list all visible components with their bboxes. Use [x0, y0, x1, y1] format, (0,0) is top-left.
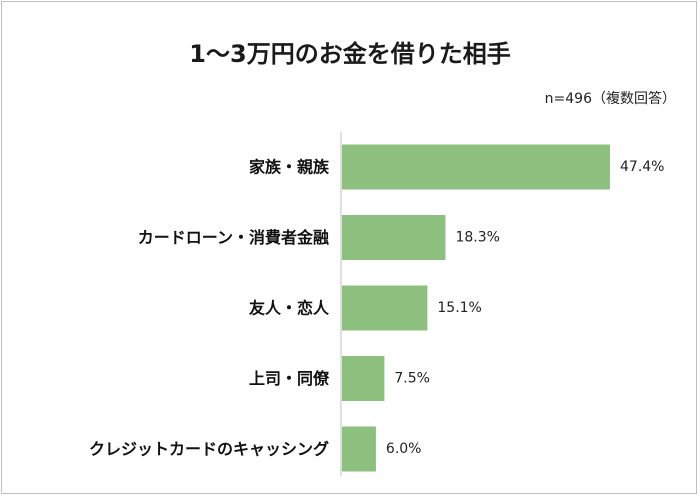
- bar: [342, 144, 610, 190]
- chart-title: 1〜3万円のお金を借りた相手: [189, 40, 511, 68]
- value-label: 15.1%: [437, 300, 481, 316]
- sample-size-note: n=496（複数回答）: [544, 91, 676, 107]
- category-label: 上司・同僚: [249, 369, 330, 388]
- category-label: カードローン・消費者金融: [138, 228, 329, 247]
- value-label: 6.0%: [386, 441, 422, 457]
- bar: [342, 426, 376, 472]
- bar: [342, 285, 428, 331]
- category-label: 友人・恋人: [249, 299, 330, 318]
- bar: [342, 356, 385, 401]
- category-label: 家族・親族: [249, 158, 330, 177]
- value-label: 7.5%: [394, 371, 430, 387]
- category-label: クレジットカードのキャッシング: [89, 440, 329, 459]
- value-label: 47.4%: [620, 159, 664, 175]
- value-label: 18.3%: [455, 230, 499, 246]
- bar: [342, 215, 446, 260]
